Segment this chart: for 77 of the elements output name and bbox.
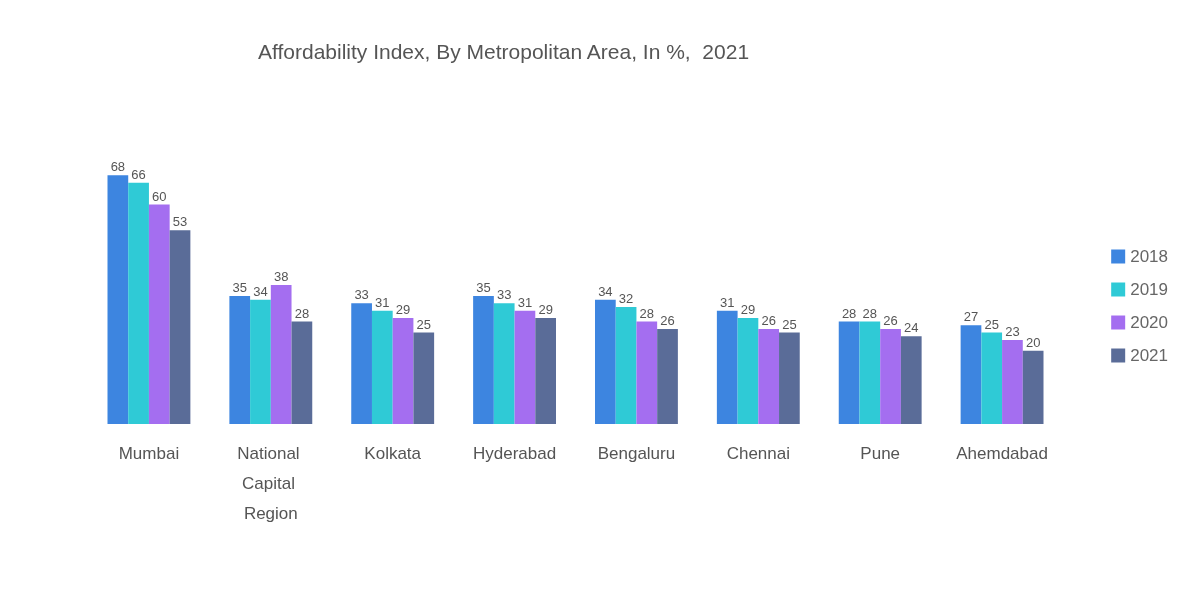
data-label: 68 xyxy=(110,159,126,175)
bar xyxy=(595,299,616,424)
bar xyxy=(1022,350,1044,424)
bar xyxy=(148,204,170,424)
bar xyxy=(981,332,1003,424)
bar xyxy=(900,336,922,424)
bar xyxy=(169,230,191,424)
bar xyxy=(838,321,860,424)
data-label: 31 xyxy=(375,294,390,310)
bar xyxy=(779,332,800,424)
bar xyxy=(657,328,678,424)
bar xyxy=(493,303,515,424)
x-tick-label: National Capital Region xyxy=(237,443,305,523)
data-label: 35 xyxy=(232,280,247,295)
bar xyxy=(392,317,414,424)
data-label: 29 xyxy=(395,301,411,317)
x-tick-label: Hyderabad xyxy=(472,443,557,463)
data-label: 28 xyxy=(639,305,655,321)
data-label: 24 xyxy=(904,320,919,336)
bar xyxy=(880,328,901,424)
legend-label: 2021 xyxy=(1130,346,1169,365)
x-tick-label: Pune xyxy=(860,443,901,463)
chart-title: Affordability Index, By Metropolitan Area, In %, 2021 xyxy=(258,40,750,63)
bar xyxy=(859,321,881,424)
bar xyxy=(737,317,759,424)
x-tick-label: Mumbai xyxy=(118,443,180,463)
data-label: 25 xyxy=(416,316,431,332)
legend-label: 2020 xyxy=(1130,313,1169,332)
data-label: 25 xyxy=(984,316,999,332)
bar xyxy=(128,182,149,424)
data-label: 34 xyxy=(598,283,613,299)
bar xyxy=(514,310,536,424)
bar xyxy=(615,306,637,424)
data-label: 29 xyxy=(538,301,553,317)
bar xyxy=(291,321,313,424)
data-label: 26 xyxy=(761,312,776,328)
bar xyxy=(229,296,251,424)
data-label: 26 xyxy=(883,312,898,328)
bar xyxy=(413,332,435,424)
bar xyxy=(535,317,556,424)
bar xyxy=(960,325,982,424)
legend-label: 2019 xyxy=(1130,280,1169,299)
data-label: 33 xyxy=(496,287,512,303)
data-label: 28 xyxy=(294,305,310,321)
x-tick-label: Chennai xyxy=(726,443,790,463)
legend-label: 2018 xyxy=(1130,247,1169,266)
x-tick-label: Ahemdabad xyxy=(956,443,1048,463)
data-label: 20 xyxy=(1025,334,1041,350)
data-label: 23 xyxy=(1005,323,1020,339)
data-label: 33 xyxy=(354,287,369,303)
data-label: 26 xyxy=(660,312,675,328)
bar xyxy=(371,310,393,424)
bar xyxy=(716,310,738,424)
data-label: 35 xyxy=(476,280,491,295)
bar xyxy=(351,303,372,424)
bar xyxy=(758,328,780,424)
data-label: 38 xyxy=(273,269,289,285)
data-label: 29 xyxy=(740,301,756,317)
x-tick-label: Bengaluru xyxy=(597,443,676,463)
data-label: 31 xyxy=(720,294,735,310)
data-label: 66 xyxy=(131,166,146,182)
bar xyxy=(250,299,271,424)
data-label: 34 xyxy=(253,283,268,299)
data-label: 28 xyxy=(862,305,878,321)
data-label: 32 xyxy=(618,290,634,306)
x-tick-label: Kolkata xyxy=(364,443,422,463)
bar xyxy=(1002,339,1023,424)
bar xyxy=(270,285,292,424)
data-label: 27 xyxy=(963,309,979,325)
bar xyxy=(636,321,658,424)
data-label: 53 xyxy=(172,214,188,230)
bar xyxy=(473,296,494,424)
data-label: 25 xyxy=(782,316,797,332)
data-label: 31 xyxy=(517,294,533,310)
data-label: 60 xyxy=(152,188,167,204)
bar xyxy=(107,175,129,424)
data-label: 28 xyxy=(841,305,857,321)
